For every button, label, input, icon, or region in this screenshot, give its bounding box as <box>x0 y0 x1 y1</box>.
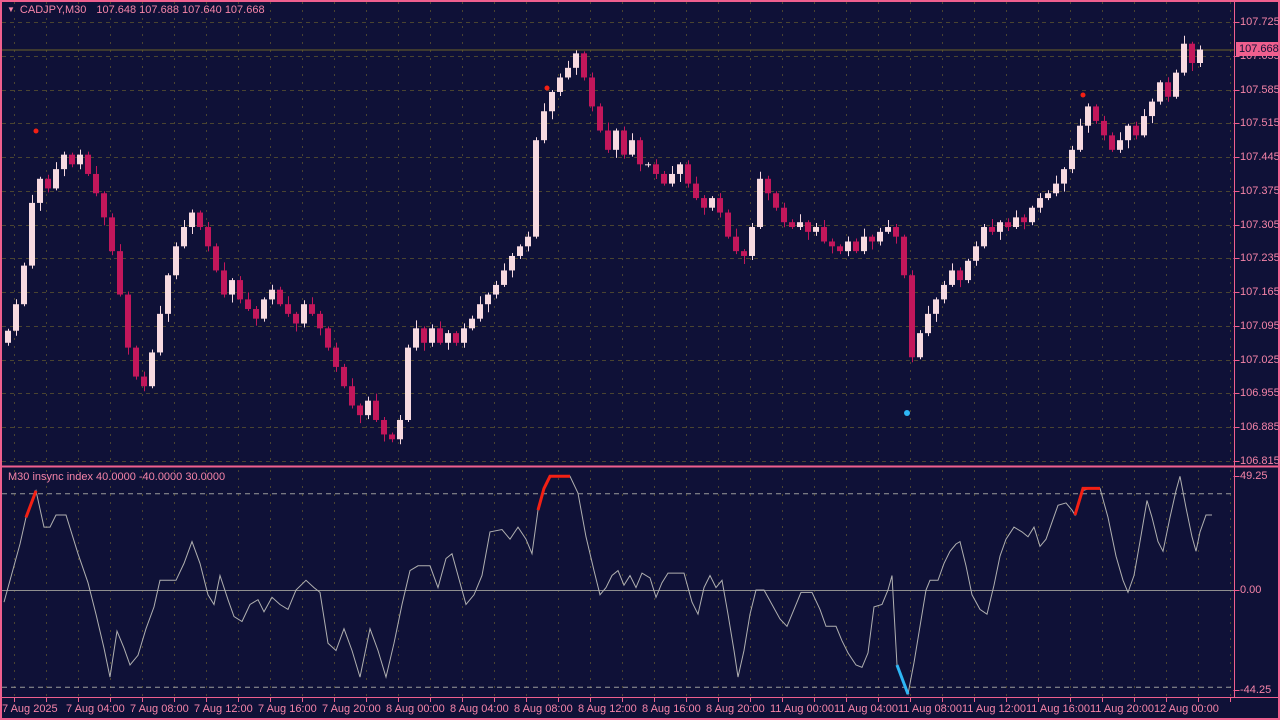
indicator-title: M30 insync index 40.0000 -40.0000 30.000… <box>8 471 226 483</box>
sell-signal-dot <box>33 128 39 134</box>
chart-title-bar: ▼ CADJPY,M30 107.648 107.688 107.640 107.6… <box>7 4 265 16</box>
sell-signal-dot <box>544 85 550 91</box>
chart-title-ohlc: 107.648 107.688 107.640 107.668 <box>96 4 265 16</box>
current-price-tag: 107.668 <box>1236 42 1280 57</box>
oscillator-buy-segment <box>895 664 910 695</box>
oscillator-sell-segment <box>24 490 38 518</box>
oscillator <box>2 474 1234 696</box>
sell-signal-dot <box>1080 92 1086 98</box>
buy-signal-dot <box>904 410 910 416</box>
oscillator-sell-segment <box>536 474 570 511</box>
symbol-dropdown-icon[interactable]: ▼ <box>7 5 15 14</box>
oscillator-sell-segment <box>1073 486 1100 516</box>
candles <box>5 35 1203 445</box>
current-price-value: 107.668 <box>1239 43 1279 56</box>
oscillator-line <box>3 475 1212 696</box>
chart-title-symbol: CADJPY,M30 <box>19 4 87 16</box>
